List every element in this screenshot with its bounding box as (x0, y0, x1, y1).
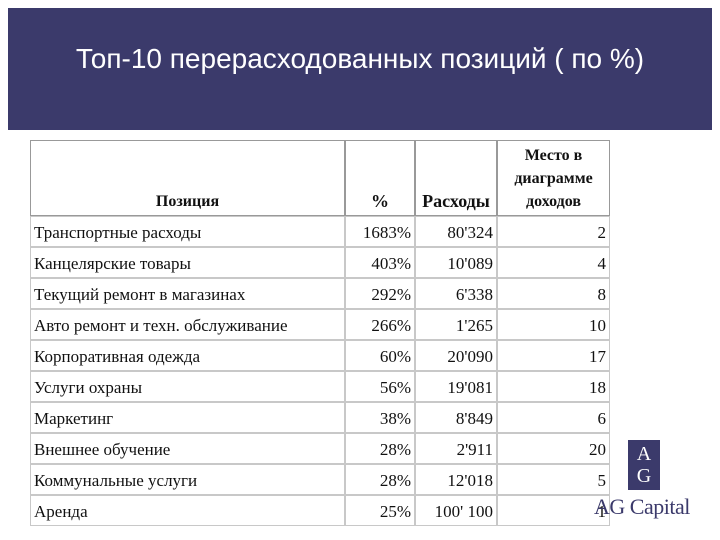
row-label: Внешнее обучение (30, 433, 345, 464)
row-label: Текущий ремонт в магазинах (30, 278, 345, 309)
table-cell: 60% (345, 340, 415, 371)
column-header: Место в диаграмме доходов (497, 140, 610, 216)
row-label: Аренда (30, 495, 345, 526)
title-band (8, 8, 712, 130)
table-cell: 6 (497, 402, 610, 433)
slide-title: Топ-10 перерасходованных позиций ( по %) (75, 43, 645, 74)
table-cell: 10 (497, 309, 610, 340)
table-cell: 19'081 (415, 371, 497, 402)
table-cell: 18 (497, 371, 610, 402)
table-cell: 2 (497, 216, 610, 247)
table-cell: 8 (497, 278, 610, 309)
table-cell: 25% (345, 495, 415, 526)
table-cell: 56% (345, 371, 415, 402)
logo-name: AG Capital (594, 494, 690, 519)
table-cell: 100' 100 (415, 495, 497, 526)
table-cell: 6'338 (415, 278, 497, 309)
table-cell: 38% (345, 402, 415, 433)
table-cell: 20 (497, 433, 610, 464)
row-label: Канцелярские товары (30, 247, 345, 278)
table-cell: 28% (345, 464, 415, 495)
row-label: Маркетинг (30, 402, 345, 433)
table-cell: 292% (345, 278, 415, 309)
table-cell: 10'089 (415, 247, 497, 278)
table-cell: 403% (345, 247, 415, 278)
table-cell: 266% (345, 309, 415, 340)
row-label: Авто ремонт и техн. обслуживание (30, 309, 345, 340)
table-cell: 28% (345, 433, 415, 464)
row-label: Коммунальные услуги (30, 464, 345, 495)
table-cell: 5 (497, 464, 610, 495)
column-header: Расходы (415, 140, 497, 216)
column-header: Позиция (30, 140, 345, 216)
table-cell: 1 (497, 495, 610, 526)
table-cell: 1'265 (415, 309, 497, 340)
table-cell: 4 (497, 247, 610, 278)
table-cell: 12'018 (415, 464, 497, 495)
table-cell: 17 (497, 340, 610, 371)
row-label: Транспортные расходы (30, 216, 345, 247)
column-header: % (345, 140, 415, 216)
table-cell: 2'911 (415, 433, 497, 464)
row-label: Корпоративная одежда (30, 340, 345, 371)
table-cell: 1683% (345, 216, 415, 247)
table-cell: 20'090 (415, 340, 497, 371)
table-cell: 80'324 (415, 216, 497, 247)
row-label: Услуги охраны (30, 371, 345, 402)
table-cell: 8'849 (415, 402, 497, 433)
